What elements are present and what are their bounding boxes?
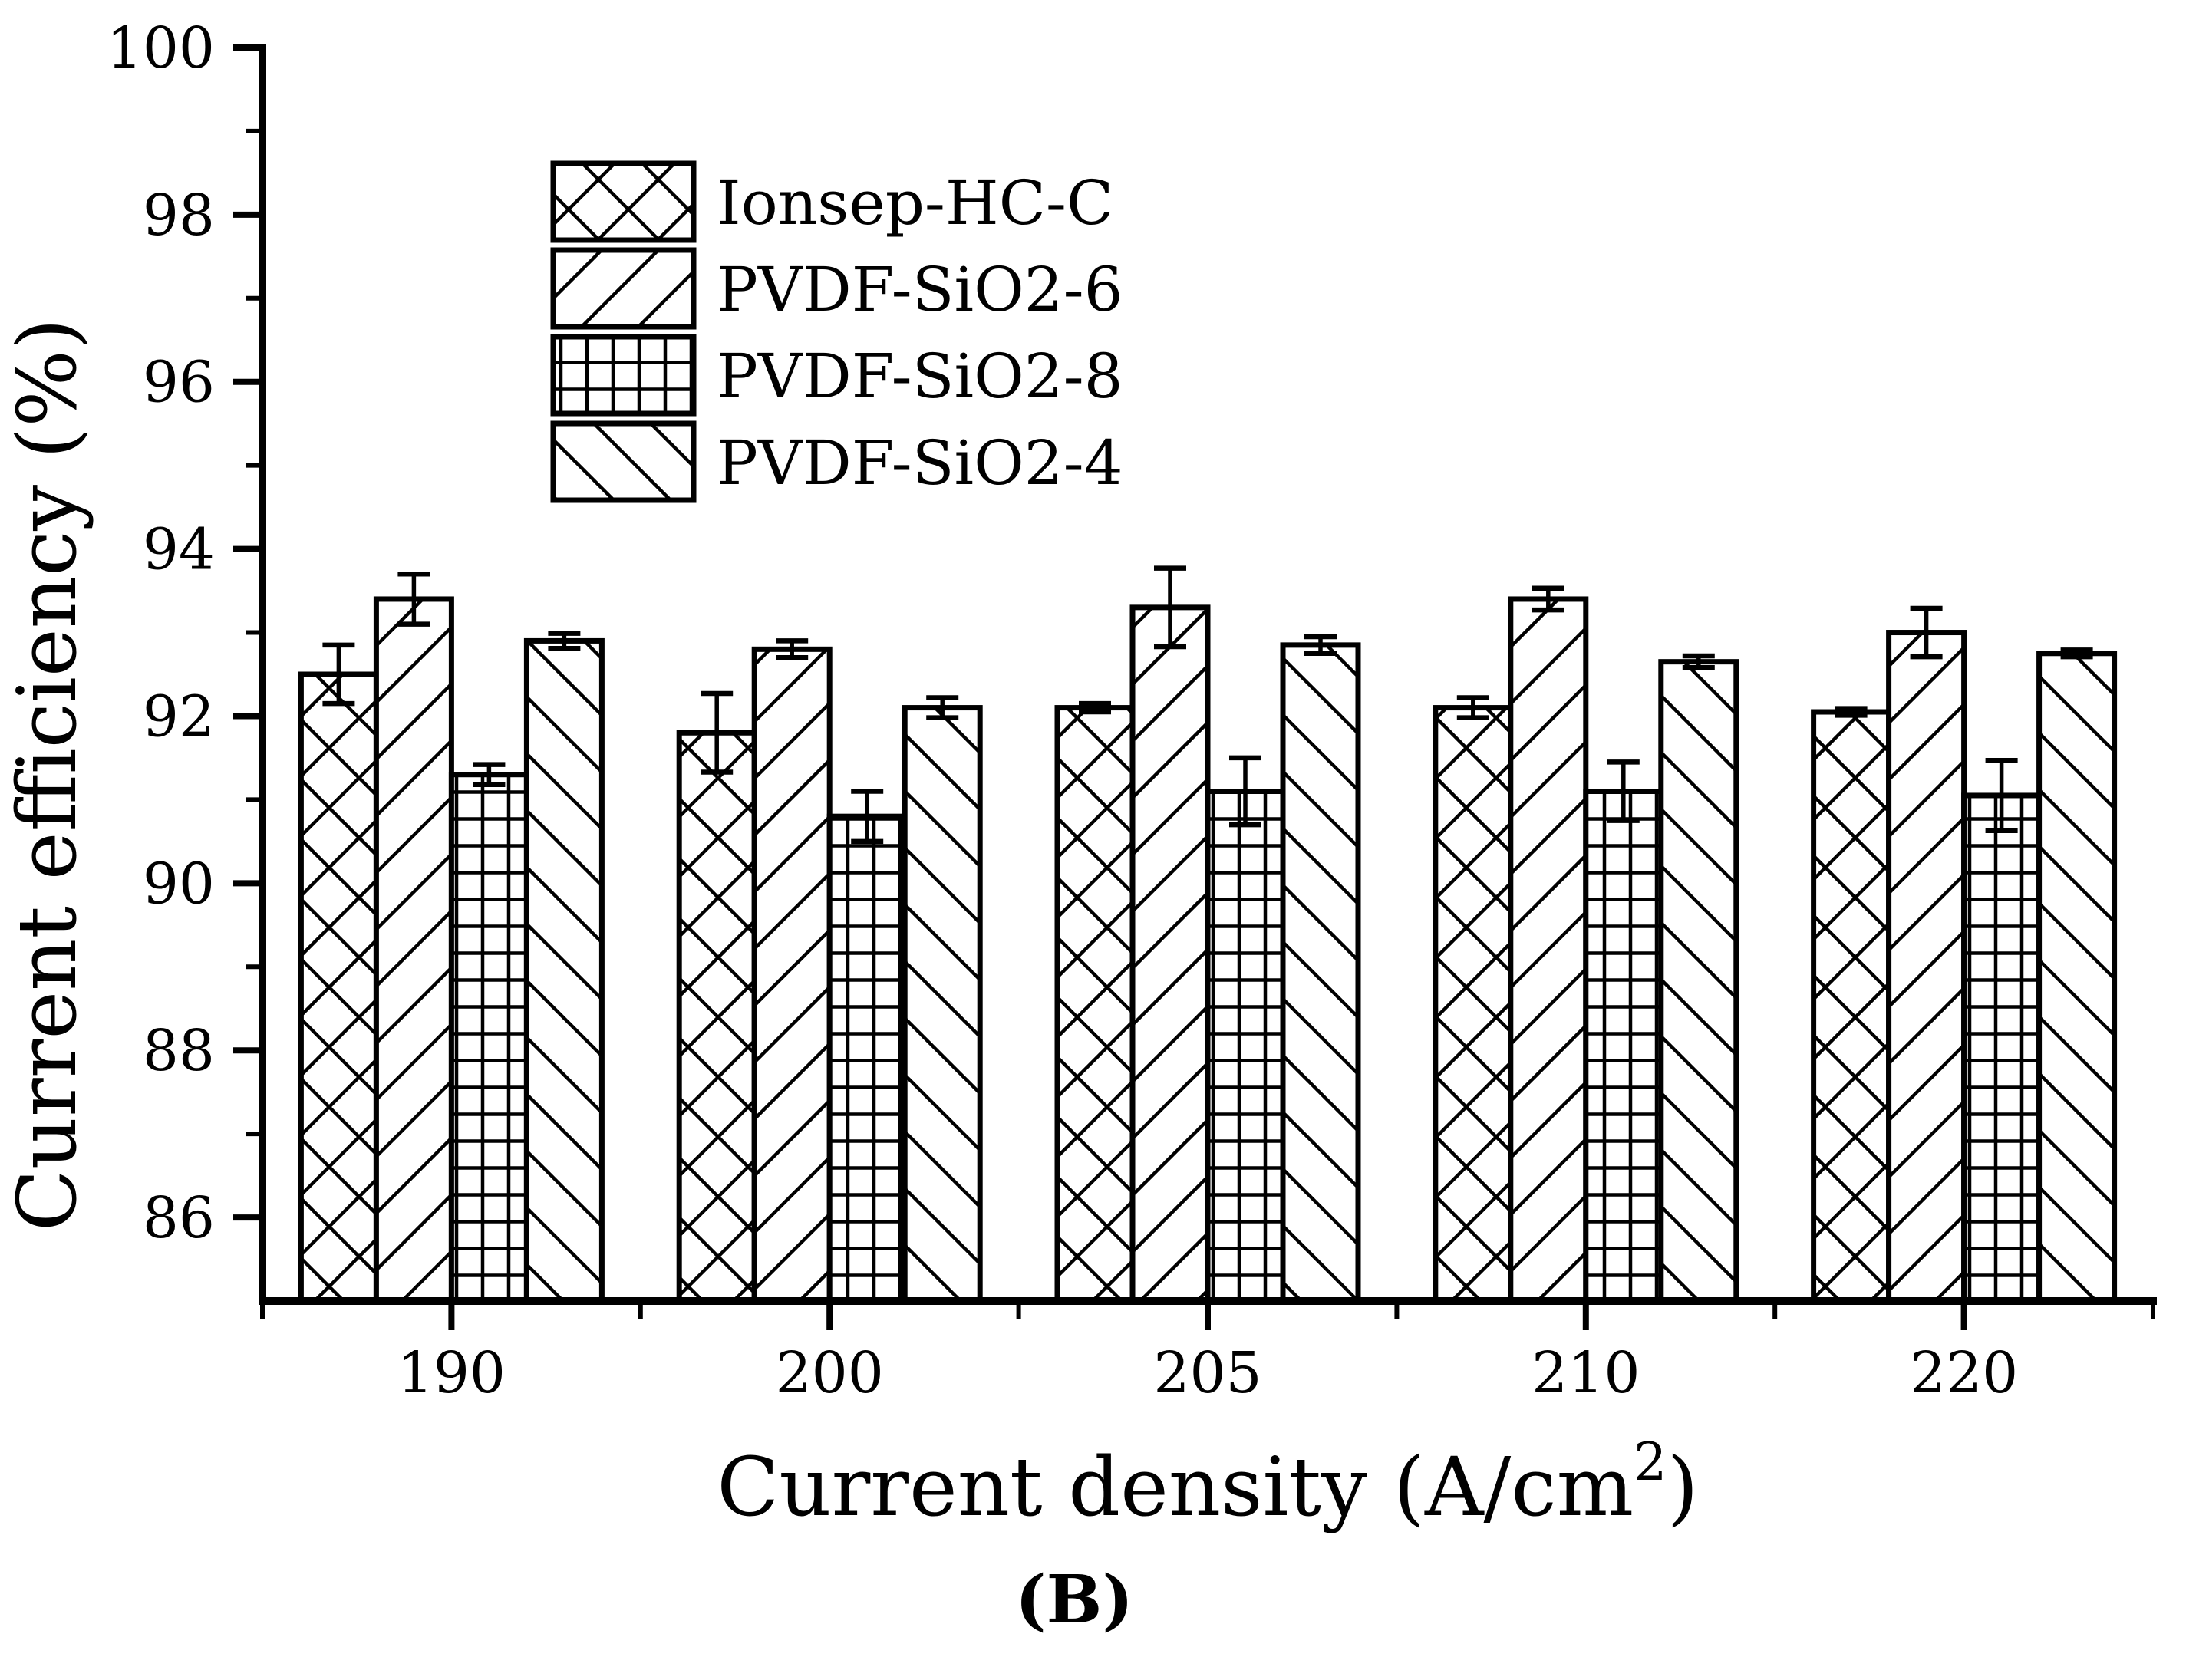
- legend-label-Ionsep-HC-C: Ionsep-HC-C: [717, 167, 1113, 239]
- tick-labels-layer: 86 88 90 92 94 96 98 100 190 200 205 210 220: [107, 15, 2018, 1406]
- y-tick-label-100: 100: [107, 15, 215, 81]
- bar-Ionsep-HC-C-190: [298, 671, 379, 1304]
- error-bar-PVDF-SiO2-6-210: [1532, 585, 1564, 613]
- legend-item-PVDF-SiO2-6: PVDF-SiO2-6: [550, 247, 1123, 330]
- y-axis-title: Current efficiency (%): [0, 318, 94, 1232]
- y-tick-label-88: 88: [143, 1018, 215, 1084]
- bar-PVDF-SiO2-6-205: [1129, 604, 1211, 1304]
- x-tick-label-210: 210: [1532, 1340, 1640, 1406]
- legend-label-PVDF-SiO2-8: PVDF-SiO2-8: [717, 341, 1123, 412]
- bar-PVDF-SiO2-4-200: [902, 705, 983, 1304]
- error-bar-PVDF-SiO2-8-220: [1985, 757, 2018, 833]
- legend-item-Ionsep-HC-C: Ionsep-HC-C: [550, 160, 1113, 243]
- bar-Ionsep-HC-C-210: [1433, 705, 1514, 1304]
- legend-item-PVDF-SiO2-8: PVDF-SiO2-8: [550, 334, 1123, 417]
- error-bar-Ionsep-HC-C-210: [1456, 695, 1489, 720]
- error-bar-PVDF-SiO2-8-190: [473, 762, 506, 788]
- x-tick-label-190: 190: [397, 1340, 506, 1406]
- legend-swatch-crosshatch: [550, 160, 697, 243]
- legend-item-PVDF-SiO2-4: PVDF-SiO2-4: [550, 420, 1123, 503]
- bar-PVDF-SiO2-6-200: [751, 646, 833, 1304]
- error-bar-PVDF-SiO2-4-220: [2060, 647, 2093, 660]
- error-bar-PVDF-SiO2-4-205: [1304, 634, 1337, 657]
- error-bar-Ionsep-HC-C-220: [1835, 706, 1868, 718]
- y-tick-label-90: 90: [143, 851, 215, 917]
- legend-label-PVDF-SiO2-4: PVDF-SiO2-4: [717, 427, 1123, 499]
- error-bar-PVDF-SiO2-8-210: [1607, 759, 1640, 823]
- error-bar-PVDF-SiO2-4-210: [1682, 653, 1715, 670]
- figure-caption: (B): [1015, 1561, 1133, 1639]
- bar-Ionsep-HC-C-205: [1054, 705, 1136, 1304]
- bar-PVDF-SiO2-4-210: [1658, 659, 1739, 1304]
- y-tick-label-92: 92: [143, 684, 215, 749]
- bar-PVDF-SiO2-4-205: [1280, 642, 1361, 1304]
- error-bar-PVDF-SiO2-6-205: [1154, 565, 1186, 650]
- bar-PVDF-SiO2-4-190: [523, 637, 605, 1304]
- error-bar-PVDF-SiO2-4-190: [548, 631, 581, 651]
- error-bar-PVDF-SiO2-4-200: [926, 695, 959, 720]
- y-tick-label-86: 86: [143, 1185, 215, 1251]
- error-bar-Ionsep-HC-C-190: [322, 642, 355, 707]
- bar-Ionsep-HC-C-220: [1811, 709, 1892, 1304]
- x-tick-label-200: 200: [776, 1340, 884, 1406]
- legend-swatch-diagonal-down: [550, 420, 697, 503]
- error-bar-PVDF-SiO2-6-190: [397, 572, 430, 627]
- error-bar-Ionsep-HC-C-200: [701, 690, 734, 775]
- error-bar-Ionsep-HC-C-205: [1079, 700, 1111, 715]
- error-bar-PVDF-SiO2-8-200: [851, 789, 884, 845]
- y-tick-label-96: 96: [143, 350, 215, 416]
- error-bar-PVDF-SiO2-6-220: [1910, 605, 1943, 660]
- bar-PVDF-SiO2-8-190: [448, 772, 529, 1304]
- bar-Ionsep-HC-C-200: [676, 730, 757, 1304]
- bar-PVDF-SiO2-8-210: [1583, 789, 1664, 1304]
- legend-swatch-grid: [550, 334, 697, 417]
- bar-PVDF-SiO2-6-210: [1508, 596, 1589, 1304]
- x-tick-label-220: 220: [1910, 1340, 2018, 1406]
- error-bars-layer: [322, 565, 2093, 845]
- legend: Ionsep-HC-C PVDF-SiO2-6 PVDF-SiO2-8 PVDF-Si…: [550, 160, 1123, 503]
- x-tick-label-205: 205: [1153, 1340, 1261, 1406]
- error-bar-PVDF-SiO2-8-205: [1229, 755, 1261, 828]
- bar-PVDF-SiO2-6-220: [1886, 630, 1967, 1304]
- bar-PVDF-SiO2-8-205: [1205, 789, 1286, 1304]
- x-axis-title: Current density (A/cm2): [717, 1432, 1698, 1534]
- bar-PVDF-SiO2-8-200: [826, 813, 908, 1304]
- bar-PVDF-SiO2-8-220: [1961, 792, 2043, 1304]
- legend-swatch-diagonal-up: [550, 247, 697, 330]
- ticks-layer: [233, 44, 2155, 1330]
- error-bar-PVDF-SiO2-6-200: [776, 638, 809, 660]
- bars-layer: [298, 596, 2118, 1304]
- bar-PVDF-SiO2-4-220: [2036, 651, 2118, 1304]
- bar-PVDF-SiO2-6-190: [373, 596, 454, 1304]
- y-tick-label-94: 94: [143, 517, 215, 583]
- legend-label-PVDF-SiO2-6: PVDF-SiO2-6: [717, 254, 1123, 325]
- y-tick-label-98: 98: [143, 183, 215, 249]
